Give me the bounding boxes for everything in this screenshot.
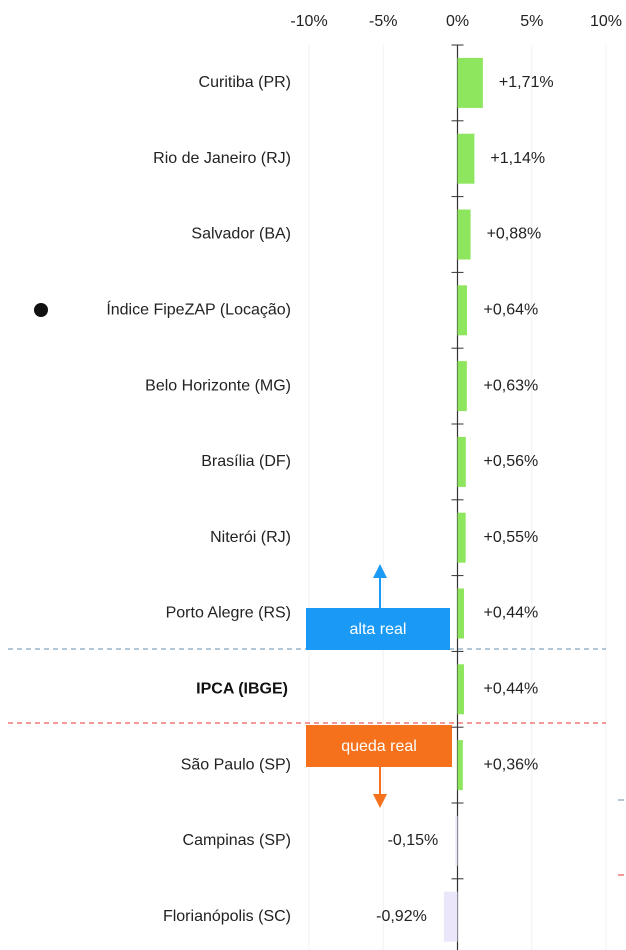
alta-real-box: alta real — [306, 564, 450, 650]
annotation: alta real — [350, 621, 407, 638]
value-label: +1,14% — [490, 150, 545, 167]
x-tick-label: 10% — [590, 13, 622, 30]
x-tick-label: -5% — [369, 13, 397, 30]
category-label: Niterói (RJ) — [210, 529, 291, 546]
value-label: +0,55% — [484, 529, 539, 546]
bar — [457, 361, 467, 412]
bar — [455, 815, 458, 866]
annotation: queda real — [341, 738, 417, 755]
category-label: Campinas (SP) — [183, 832, 291, 849]
value-label: +0,63% — [484, 377, 539, 394]
plot: -10% -5% 0% 5% 10% Curitiba (PR) +1,71% Rio de … — [106, 13, 622, 950]
box — [306, 725, 452, 767]
box — [306, 608, 450, 650]
category-label: Salvador (BA) — [191, 226, 291, 243]
category-label: Florianópolis (SC) — [163, 908, 291, 925]
category-label: IPCA (IBGE) — [196, 681, 288, 698]
value-label: +0,88% — [487, 226, 542, 243]
value-label: -0,15% — [388, 832, 439, 849]
bullet-icon — [34, 303, 48, 317]
category-label: Porto Alegre (RS) — [166, 605, 291, 622]
bar — [457, 285, 468, 336]
bar — [457, 512, 466, 563]
bar — [457, 209, 471, 260]
x-tick-label: 0% — [446, 13, 469, 30]
bar — [457, 740, 463, 791]
bar — [457, 664, 465, 715]
bar — [443, 891, 458, 942]
value-label: +0,56% — [484, 453, 539, 470]
arrow-head — [373, 564, 387, 578]
value-label: -0,92% — [376, 908, 427, 925]
value-label: +0,44% — [484, 605, 539, 622]
category-label: Índice FipeZAP (Locação) — [106, 300, 291, 319]
value-label: +1,71% — [499, 74, 554, 91]
category-label: Rio de Janeiro (RJ) — [153, 150, 291, 167]
category-label: Curitiba (PR) — [199, 74, 291, 91]
value-label: +0,64% — [484, 302, 539, 319]
arrow-head — [373, 794, 387, 808]
category-label: São Paulo (SP) — [181, 756, 291, 773]
x-tick-label: -10% — [290, 13, 327, 30]
category-label: Brasília (DF) — [201, 453, 291, 470]
queda-real-box: queda real — [306, 725, 452, 808]
x-tick-label: 5% — [520, 13, 543, 30]
bar — [457, 588, 465, 639]
value-label: +0,44% — [484, 681, 539, 698]
bar — [457, 57, 483, 108]
value-label: +0,36% — [484, 756, 539, 773]
bar — [457, 133, 475, 184]
category-label: Belo Horizonte (MG) — [145, 377, 291, 394]
bar — [457, 436, 466, 487]
